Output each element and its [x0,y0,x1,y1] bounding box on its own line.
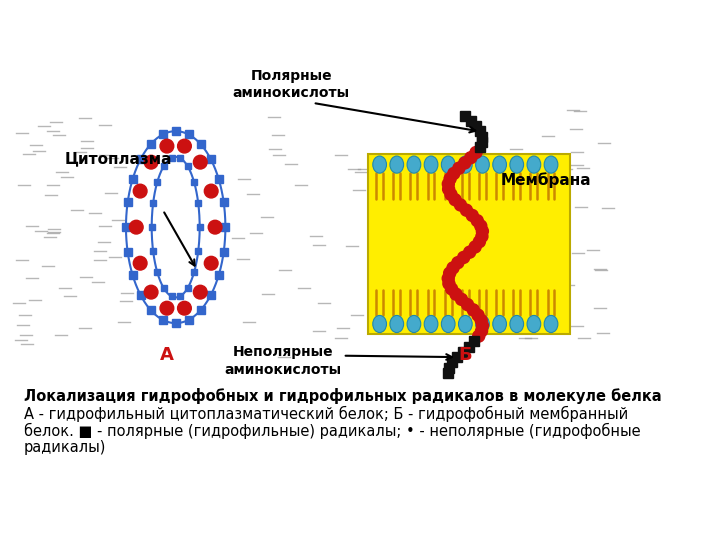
Text: Полярные
аминокислоты: Полярные аминокислоты [233,69,350,100]
Ellipse shape [459,315,472,333]
Ellipse shape [527,315,541,333]
Circle shape [144,285,158,299]
Circle shape [464,152,477,164]
Ellipse shape [510,315,523,333]
Circle shape [443,278,455,289]
Circle shape [467,304,480,316]
Ellipse shape [424,156,438,173]
Ellipse shape [476,315,490,333]
Circle shape [144,156,158,169]
Circle shape [447,262,459,274]
Circle shape [442,178,454,190]
Circle shape [464,246,476,258]
Circle shape [467,210,478,221]
Text: радикалы): радикалы) [24,440,107,455]
Circle shape [130,220,143,234]
Circle shape [473,235,485,248]
Ellipse shape [544,156,558,173]
Circle shape [208,220,222,234]
Circle shape [470,146,482,158]
Ellipse shape [476,156,490,173]
Ellipse shape [492,315,506,333]
Circle shape [446,283,458,295]
Ellipse shape [544,315,558,333]
Circle shape [476,325,487,337]
Circle shape [444,267,456,279]
Ellipse shape [373,156,387,173]
Text: А: А [160,346,174,364]
Circle shape [178,139,192,153]
Text: белок. ■ - полярные (гидрофильные) радикалы; • - неполярные (гидрофобные: белок. ■ - полярные (гидрофильные) радик… [24,422,641,438]
Circle shape [204,256,218,270]
Circle shape [448,167,460,179]
Circle shape [469,241,481,253]
Circle shape [452,256,464,269]
Circle shape [444,173,456,185]
Ellipse shape [373,315,387,333]
Ellipse shape [441,315,455,333]
Circle shape [477,320,488,332]
Ellipse shape [407,156,420,173]
Circle shape [460,204,472,216]
Circle shape [178,301,192,315]
Ellipse shape [424,315,438,333]
Circle shape [449,194,461,206]
Circle shape [472,215,483,227]
Circle shape [160,301,174,315]
Circle shape [477,225,488,237]
Ellipse shape [407,315,420,333]
Circle shape [459,157,471,169]
Circle shape [462,299,474,310]
Circle shape [472,309,484,321]
Text: Б: Б [459,346,472,364]
Circle shape [454,199,467,211]
Ellipse shape [459,156,472,173]
Ellipse shape [492,156,506,173]
Circle shape [450,288,462,300]
Circle shape [473,330,485,342]
Text: Мембрана: Мембрана [500,172,591,188]
Circle shape [194,156,207,169]
Ellipse shape [441,156,455,173]
Circle shape [475,314,487,326]
Circle shape [133,256,147,270]
Circle shape [194,285,207,299]
Circle shape [133,184,147,198]
Text: Локализация гидрофобных и гидрофильных радикалов в молекуле белка: Локализация гидрофобных и гидрофильных р… [24,388,662,404]
Circle shape [443,183,454,195]
Circle shape [474,220,487,232]
Ellipse shape [527,156,541,173]
Ellipse shape [390,156,404,173]
Circle shape [204,184,218,198]
Ellipse shape [510,156,523,173]
Text: А - гидрофильный цитоплазматический белок; Б - гидрофобный мембранный: А - гидрофильный цитоплазматический бело… [24,406,629,422]
Circle shape [445,188,457,200]
Circle shape [453,162,465,174]
Circle shape [476,231,488,242]
Circle shape [458,252,469,264]
Circle shape [442,272,454,285]
Text: Цитоплазма: Цитоплазма [64,151,172,166]
Circle shape [160,139,174,153]
Text: Неполярные
аминокислоты: Неполярные аминокислоты [224,346,341,377]
Ellipse shape [390,315,404,333]
Bar [369,154,570,334]
Circle shape [456,293,467,306]
